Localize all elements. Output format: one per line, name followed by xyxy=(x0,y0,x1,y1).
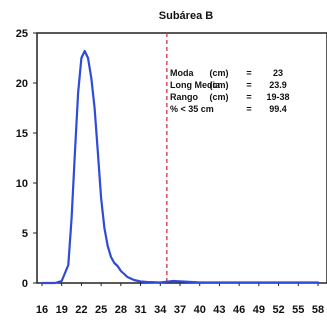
x-tick-label-43: 43 xyxy=(213,304,225,316)
series-layer xyxy=(40,49,320,285)
y-tick-label-10: 10 xyxy=(16,178,28,190)
stat-unit-1: (cm) xyxy=(209,80,228,90)
stat-value-0: 23 xyxy=(273,68,283,78)
x-tick-label-34: 34 xyxy=(154,304,167,316)
stat-label-1: Long Media xyxy=(170,80,221,90)
x-tick-label-37: 37 xyxy=(174,304,186,316)
stat-unit-0: (cm) xyxy=(209,68,228,78)
x-tick-label-28: 28 xyxy=(115,304,127,316)
stat-value-2: 19-38 xyxy=(266,92,289,102)
y-axis: 0 5 10 15 20 25 xyxy=(16,28,37,290)
series-line-0 xyxy=(40,49,320,285)
stat-value-3: 99.4 xyxy=(269,104,287,114)
stat-unit-2: (cm) xyxy=(209,92,228,102)
stat-equals-0: = xyxy=(246,68,251,78)
y-tick-label-15: 15 xyxy=(16,128,28,140)
stat-equals-3: = xyxy=(246,104,251,114)
x-tick-label-49: 49 xyxy=(253,304,265,316)
y-tick-label-20: 20 xyxy=(16,78,28,90)
chart-title: Subárea B xyxy=(159,10,213,22)
x-axis: 16 19 22 25 28 31 34 37 40 43 46 49 52 55 58 xyxy=(36,283,324,316)
x-tick-label-25: 25 xyxy=(95,304,107,316)
x-tick-label-31: 31 xyxy=(134,304,146,316)
y-tick-label-25: 25 xyxy=(16,28,28,40)
x-tick-label-16: 16 xyxy=(36,304,48,316)
plot-area-frame xyxy=(36,32,327,284)
stat-value-1: 23.9 xyxy=(269,80,287,90)
stat-equals-1: = xyxy=(246,80,251,90)
stat-equals-2: = xyxy=(246,92,251,102)
x-tick-label-46: 46 xyxy=(233,304,245,316)
y-tick-label-0: 0 xyxy=(22,278,28,290)
x-tick-label-52: 52 xyxy=(272,304,284,316)
x-tick-label-22: 22 xyxy=(75,304,87,316)
stat-label-2: Rango xyxy=(170,92,199,102)
stat-label-0: Moda xyxy=(170,68,194,78)
stat-label-3: % < 35 cm xyxy=(170,104,214,114)
y-tick-label-5: 5 xyxy=(22,228,28,240)
x-tick-label-55: 55 xyxy=(292,304,304,316)
x-tick-label-40: 40 xyxy=(194,304,206,316)
x-tick-label-58: 58 xyxy=(312,304,324,316)
x-tick-label-19: 19 xyxy=(56,304,68,316)
